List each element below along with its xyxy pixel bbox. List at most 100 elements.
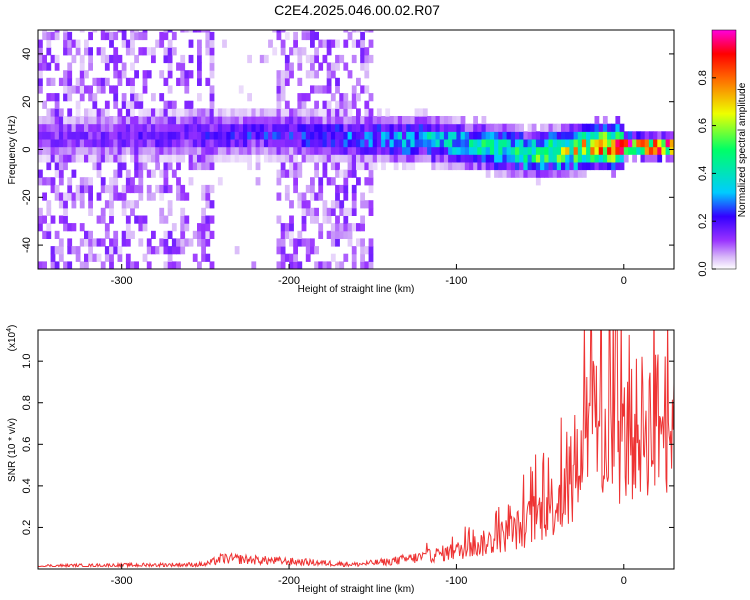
heatmap-cell — [109, 261, 114, 269]
heatmap-cell — [217, 116, 223, 125]
heatmap-cell — [167, 85, 173, 94]
heatmap-cell — [385, 146, 391, 155]
heatmap-cell — [280, 85, 286, 94]
heatmap-cell — [280, 146, 286, 155]
colorbar-tick-label: 0.4 — [697, 166, 709, 181]
heatmap-cell — [644, 154, 650, 163]
heatmap-cell — [63, 261, 68, 269]
heatmap-cell — [58, 146, 64, 155]
heatmap-cell — [180, 108, 186, 117]
heatmap-cell — [92, 253, 98, 262]
heatmap-cell — [117, 169, 123, 178]
heatmap-cell — [356, 116, 361, 125]
heatmap-cell — [330, 108, 336, 117]
heatmap-cell — [109, 54, 114, 64]
heatmap-cell — [46, 47, 52, 56]
heatmap-cell — [67, 131, 73, 140]
heatmap-cell — [42, 116, 47, 125]
heatmap-cell — [104, 246, 110, 255]
heatmap-cell — [435, 116, 441, 125]
heatmap-cell — [322, 100, 328, 109]
heatmap-cell — [134, 139, 139, 148]
heatmap-cell — [176, 154, 181, 163]
heatmap-cell — [88, 253, 93, 262]
heatmap-cell — [100, 108, 106, 117]
heatmap-cell — [96, 85, 102, 94]
heatmap-cell — [138, 154, 144, 163]
heatmap-cell — [448, 154, 453, 163]
heatmap-cell — [217, 123, 223, 132]
heatmap-cell — [79, 54, 85, 64]
heatmap-cell — [125, 77, 131, 86]
heatmap-cell — [151, 93, 156, 102]
heatmap-cell — [117, 246, 123, 255]
heatmap-cell — [531, 131, 537, 140]
heatmap-cell — [577, 131, 583, 140]
heatmap-cell — [209, 230, 215, 239]
heatmap-cell — [477, 146, 483, 155]
heatmap-cell — [259, 116, 265, 125]
heatmap-cell — [130, 31, 135, 41]
snr-scale-label: (x104) — [6, 325, 18, 352]
heatmap-cell — [222, 116, 227, 125]
heatmap-cell — [167, 131, 173, 140]
heatmap-cell — [230, 108, 236, 117]
heatmap-cell — [142, 30, 148, 33]
heatmap-cell — [113, 93, 119, 102]
heatmap-cell — [439, 123, 445, 132]
heatmap-cell — [159, 154, 165, 163]
heatmap-cell — [485, 146, 491, 155]
heatmap-cell — [339, 116, 345, 125]
heatmap-cell — [205, 192, 211, 201]
heatmap-cell — [364, 200, 370, 209]
heatmap-cell — [272, 30, 278, 33]
heatmap-cell — [238, 85, 244, 94]
heatmap-cell — [356, 93, 361, 102]
heatmap-cell — [339, 184, 345, 194]
heatmap-cell — [167, 139, 173, 148]
heatmap-cell — [410, 123, 416, 132]
heatmap-cell — [205, 184, 211, 194]
heatmap-cell — [448, 123, 453, 132]
heatmap-cell — [209, 139, 215, 148]
heatmap-cell — [326, 39, 332, 48]
heatmap-cell — [506, 146, 512, 155]
heatmap-cell — [335, 215, 340, 224]
heatmap-cell — [130, 62, 135, 71]
heatmap-cell — [326, 215, 332, 224]
heatmap-cell — [594, 116, 600, 125]
heatmap-cell — [443, 154, 449, 163]
heatmap-cell — [234, 139, 240, 148]
heatmap-cell — [464, 131, 470, 140]
heatmap-cell — [586, 123, 591, 132]
heatmap-cell — [305, 70, 311, 79]
heatmap-cell — [393, 131, 399, 140]
heatmap-cell — [171, 31, 177, 41]
colorbar-tick-label: 0.2 — [697, 214, 709, 229]
heatmap-cell — [197, 54, 202, 64]
heatmap-cell — [305, 146, 311, 155]
heatmap-cell — [188, 154, 194, 163]
heatmap-cell — [205, 200, 211, 209]
heatmap-cell — [347, 207, 353, 216]
heatmap-cell — [322, 146, 328, 155]
heatmap-cell — [113, 100, 119, 109]
heatmap-cell — [54, 62, 60, 71]
heatmap-cell — [42, 230, 47, 239]
heatmap-cell — [632, 146, 637, 155]
heatmap-cell — [134, 154, 139, 163]
heatmap-cell — [125, 47, 131, 56]
heatmap-cell — [209, 100, 215, 109]
heatmap-cell — [163, 54, 169, 64]
heatmap-cell — [301, 123, 307, 132]
heatmap-cell — [209, 200, 215, 209]
heatmap-cell — [284, 154, 290, 163]
heatmap-cell — [46, 154, 52, 163]
heatmap-cell — [397, 123, 403, 132]
heatmap-cell — [448, 131, 453, 140]
heatmap-cell — [397, 146, 403, 155]
heatmap-cell — [293, 184, 298, 194]
heatmap-cell — [339, 223, 345, 232]
heatmap-cell — [615, 123, 621, 132]
heatmap-cell — [222, 39, 227, 48]
